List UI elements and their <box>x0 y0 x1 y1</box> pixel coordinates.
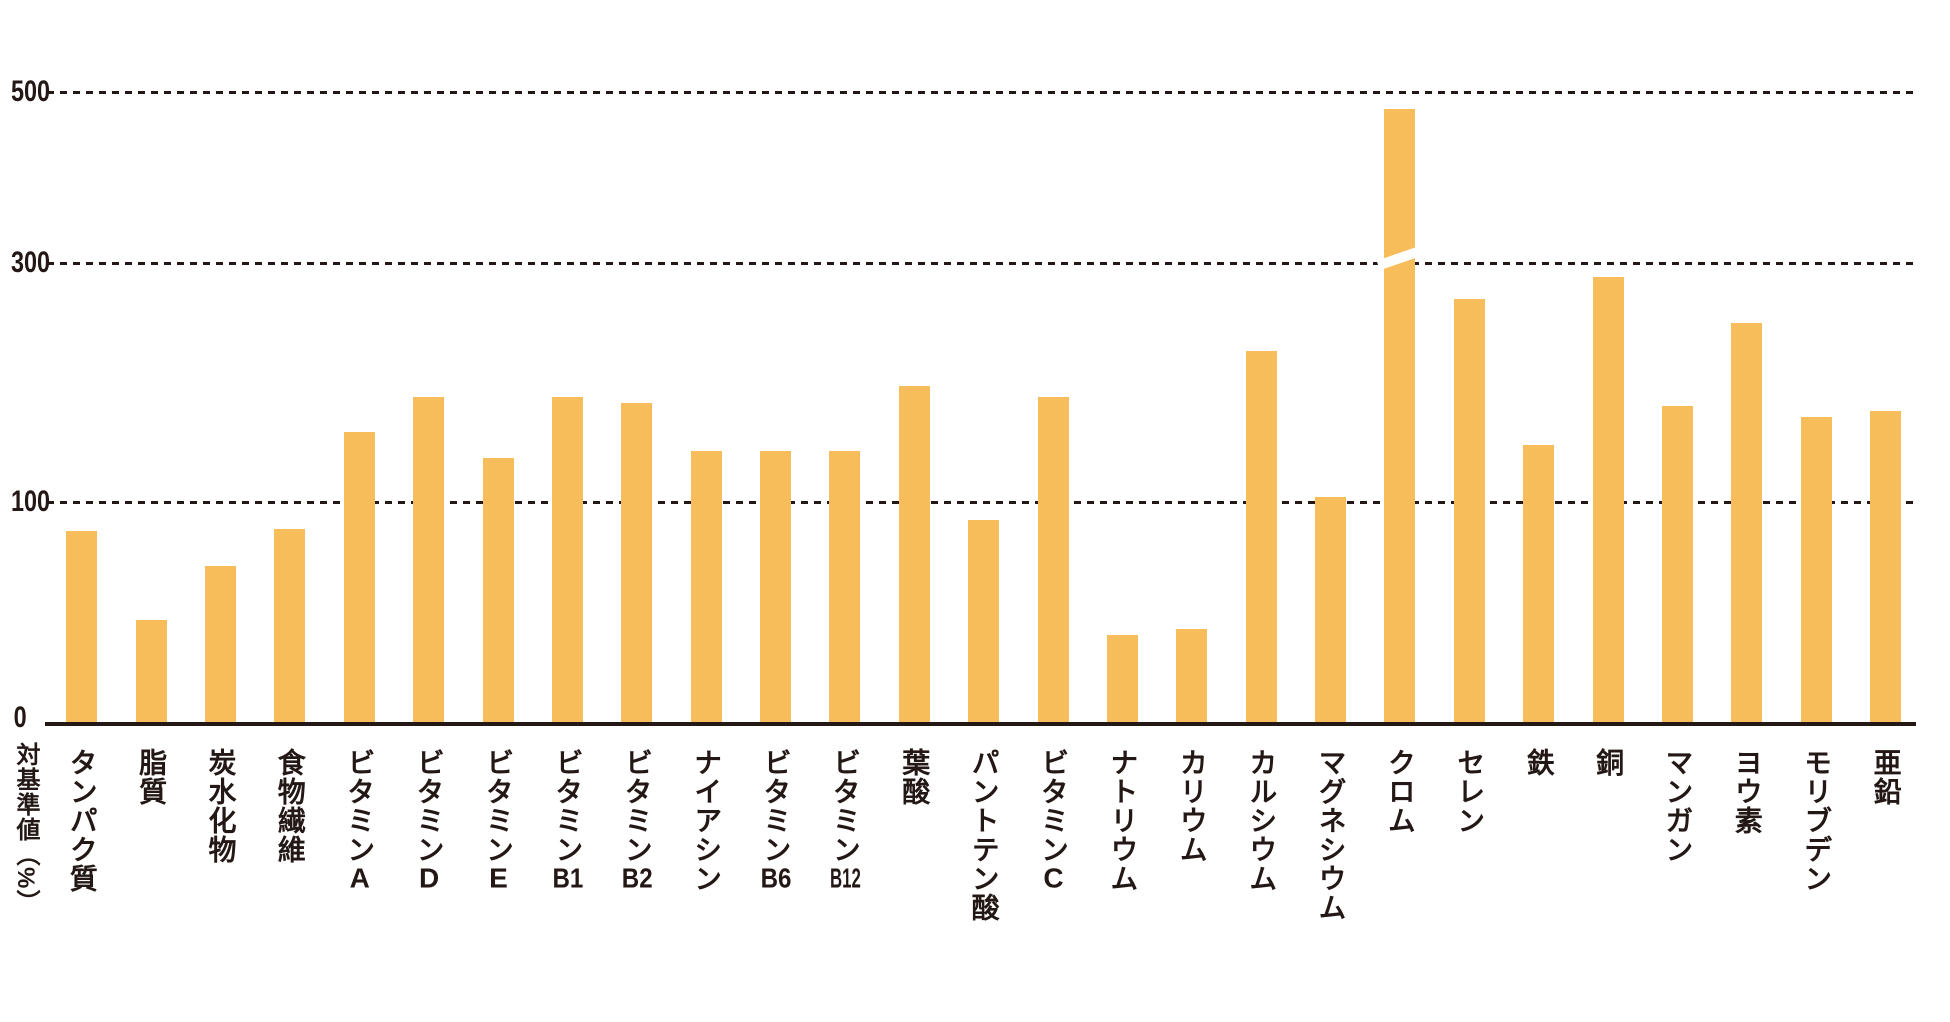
category-label-カルシウム: カルシウム <box>1246 748 1278 893</box>
y-tick-label-500: 500 <box>11 75 51 108</box>
bar-炭水化物 <box>205 566 236 722</box>
category-label-ナイアシン: ナイアシン <box>691 748 723 893</box>
category-label-ビタミンB6: ビタミンB6 <box>760 748 792 892</box>
bar-鉄 <box>1523 444 1555 722</box>
category-label-ビタミンE: ビタミンE <box>483 748 514 892</box>
bar-ビタミンB6 <box>760 450 791 722</box>
bar-脂質 <box>135 619 167 722</box>
bar-タンパク質 <box>66 530 98 722</box>
category-label-ナトリウム: ナトリウム <box>1107 748 1139 893</box>
bar-ビタミンB1 <box>551 396 583 722</box>
bar-ナトリウム <box>1106 635 1138 722</box>
category-label-ビタミンB1: ビタミンB1 <box>552 748 584 892</box>
bar-セレン <box>1453 298 1485 722</box>
bar-マグネシウム <box>1315 497 1346 722</box>
category-label-ビタミンB12: ビタミンB12 <box>829 748 861 892</box>
category-label-タンパク質: タンパク質 <box>66 748 98 893</box>
bar-食物繊維 <box>274 528 306 722</box>
gridline-100 <box>47 501 1918 504</box>
bar-カリウム <box>1176 628 1208 722</box>
y-tick-label-300: 300 <box>11 246 51 279</box>
category-label-クロム: クロム <box>1384 748 1416 835</box>
y-tick-label-100: 100 <box>11 485 51 518</box>
y-tick-label-0: 0 <box>13 701 27 734</box>
category-label-脂質: 脂質 <box>136 748 168 806</box>
category-label-マンガン: マンガン <box>1662 748 1694 864</box>
category-label-パントテン酸: パントテン酸 <box>968 748 1000 922</box>
category-label-食物繊維: 食物繊維 <box>274 748 306 864</box>
category-label-モリブデン: モリブデン <box>1801 748 1833 893</box>
category-label-銅: 銅 <box>1593 748 1625 777</box>
bar-ビタミンC <box>1037 396 1069 722</box>
bar-ヨウ素 <box>1731 322 1763 723</box>
category-label-ビタミンC: ビタミンC <box>1038 748 1069 892</box>
y-axis-title: 対基準値（%） <box>12 742 39 915</box>
category-label-ビタミンD: ビタミンD <box>413 748 445 892</box>
gridline-300 <box>47 262 1918 265</box>
bar-葉酸 <box>898 386 930 722</box>
bar-ビタミンB12 <box>829 450 861 722</box>
category-label-炭水化物: 炭水化物 <box>205 748 237 864</box>
bar-ナイアシン <box>690 450 722 722</box>
category-label-亜鉛: 亜鉛 <box>1870 748 1902 806</box>
bar-亜鉛 <box>1870 411 1902 722</box>
bar-ビタミンB2 <box>621 402 653 722</box>
x-axis-line <box>45 722 1916 726</box>
category-label-セレン: セレン <box>1454 748 1486 835</box>
category-label-マグネシウム: マグネシウム <box>1315 748 1347 922</box>
category-label-ビタミンA: ビタミンA <box>344 748 376 892</box>
bar-モリブデン <box>1800 417 1832 722</box>
category-label-鉄: 鉄 <box>1523 748 1555 777</box>
category-label-カリウム: カリウム <box>1176 748 1208 864</box>
bar-ビタミンE <box>482 457 514 722</box>
bar-銅 <box>1592 277 1624 722</box>
bar-ビタミンA <box>343 431 375 722</box>
category-label-ヨウ素: ヨウ素 <box>1731 748 1763 835</box>
bar-パントテン酸 <box>968 519 1000 722</box>
bar-マンガン <box>1661 406 1693 722</box>
category-label-葉酸: 葉酸 <box>899 748 931 806</box>
bar-ビタミンD <box>413 396 445 722</box>
bar-カルシウム <box>1245 351 1277 722</box>
gridline-500 <box>47 91 1918 94</box>
bar-クロム <box>1384 109 1416 722</box>
category-label-ビタミンB2: ビタミンB2 <box>621 748 653 892</box>
